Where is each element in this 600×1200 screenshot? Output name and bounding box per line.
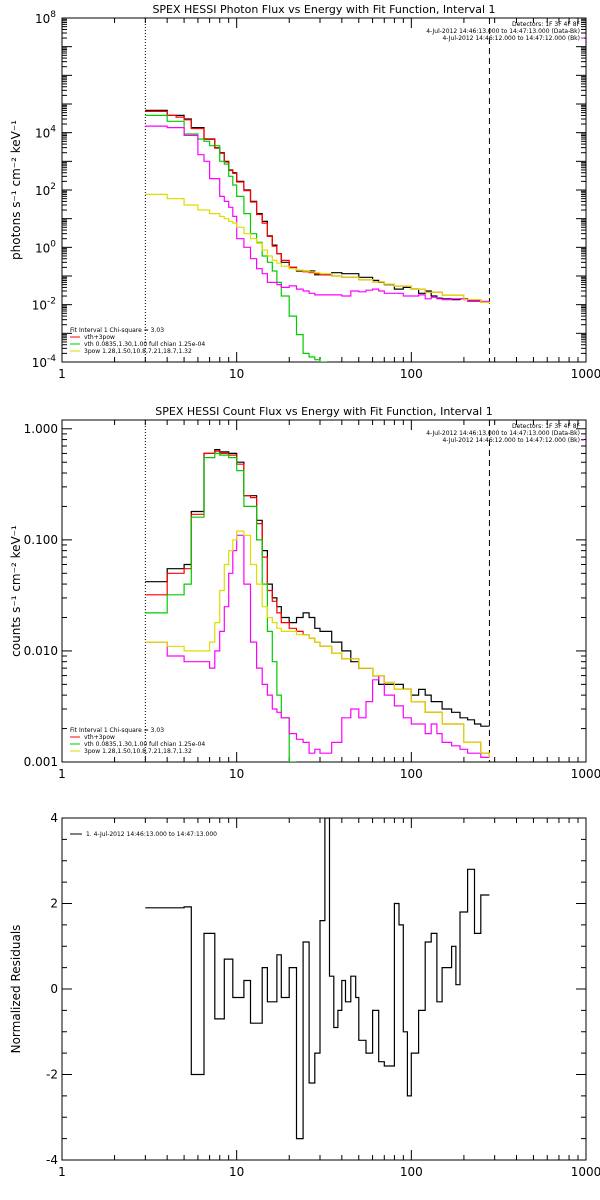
annotation-line: 4-Jul-2012 14:46:13.000 to 14:47:13.000 … <box>426 430 580 437</box>
x-axis: 1 10 100 1000 <box>58 420 600 781</box>
x-tick-label: 1 <box>58 1165 66 1179</box>
series-line-3 <box>145 452 297 762</box>
annotation-line: 4-Jul-2012 14:46:12.000 to 14:47:12.000 … <box>442 35 580 42</box>
y-tick-label: 108 <box>35 10 56 26</box>
x-axis: 1 10 100 1000 <box>58 18 600 381</box>
fit-legend-label: vth 0.0835,1.30,1.00 full chian 1.25e-04 <box>84 341 205 348</box>
y-tick-label: 100 <box>35 239 56 255</box>
y-tick-label: 0.001 <box>24 755 58 769</box>
series-line-4 <box>145 534 490 758</box>
series-line-5 <box>145 193 490 304</box>
y-tick-exponent: 0 <box>50 239 56 249</box>
y-tick-label: -4 <box>46 1153 58 1167</box>
y-tick-label: 10-4 <box>32 354 57 370</box>
y-tick-exponent: 4 <box>50 125 56 135</box>
y-tick-exponent: 8 <box>50 10 56 20</box>
plot-frame <box>61 817 587 1161</box>
series-line-5 <box>145 530 490 758</box>
annotation-line: 4-Jul-2012 14:46:12.000 to 14:47:12.000 … <box>442 437 580 444</box>
y-tick-label: -2 <box>46 1068 58 1082</box>
x-tick-label: 10 <box>229 367 244 381</box>
x-tick-label: 100 <box>400 767 423 781</box>
y-tick-base: 10 <box>35 12 50 26</box>
y-tick-label: 10-2 <box>32 297 56 313</box>
y-tick-label: 4 <box>50 811 58 825</box>
panel-1: SPEX HESSI Photon Flux vs Energy with Fi… <box>9 3 600 381</box>
series-group <box>145 109 490 362</box>
fit-legend-label: 3pow 1.28,1.50,10.8,7.21,18.7,1.32 <box>84 748 192 755</box>
x-tick-label: 1000 <box>571 767 600 781</box>
panel-3: 1 10 100 1000 -4 -2 0 2 4 Normalized Residuals 1. … <box>9 811 600 1179</box>
x-tick-label: 100 <box>400 367 423 381</box>
series-line-2 <box>145 450 490 758</box>
x-tick-label: 1 <box>58 767 66 781</box>
fit-summary: Fit Interval 1 Chi-square = 3.03 <box>70 727 164 734</box>
residual-legend: 1. 4-Jul-2012 14:46:13.000 to 14:47:13.0… <box>70 831 217 838</box>
chart-title: SPEX HESSI Count Flux vs Energy with Fit… <box>155 405 492 418</box>
fit-legend: Fit Interval 1 Chi-square = 3.03vth+3pow… <box>70 327 205 355</box>
fit-legend-label: vth+3pow <box>84 334 115 341</box>
fit-legend: Fit Interval 1 Chi-square = 3.03vth+3pow… <box>70 727 205 755</box>
series-line-1 <box>145 449 490 727</box>
y-tick-label: 102 <box>35 182 56 198</box>
interval-annotation: Detectors: 1F 3F 4F 8F4-Jul-2012 14:46:1… <box>426 21 584 42</box>
y-tick-base: 10 <box>32 299 47 313</box>
fit-legend-label: vth 0.0835,1.30,1.00 full chian 1.25e-04 <box>84 741 205 748</box>
panel-2: SPEX HESSI Count Flux vs Energy with Fit… <box>9 405 600 781</box>
annotation-line: Detectors: 1F 3F 4F 8F <box>512 21 581 28</box>
y-axis: -4 -2 0 2 4 <box>46 811 586 1167</box>
y-axis-label: counts s⁻¹ cm⁻² keV⁻¹ <box>9 525 23 657</box>
y-tick-base: 10 <box>32 356 47 370</box>
y-tick-label: 0.100 <box>24 533 58 547</box>
annotation-line: 4-Jul-2012 14:46:13.000 to 14:47:13.000 … <box>426 28 580 35</box>
y-tick-base: 10 <box>35 184 50 198</box>
y-tick-label: 1.000 <box>24 422 58 436</box>
residual-legend-label: 1. 4-Jul-2012 14:46:13.000 to 14:47:13.0… <box>86 831 217 838</box>
y-tick-label: 104 <box>35 125 56 141</box>
x-tick-label: 10 <box>229 767 244 781</box>
plot-frame <box>61 17 587 363</box>
y-tick-label: 2 <box>50 897 58 911</box>
series-line-4 <box>145 125 490 302</box>
y-tick-base: 10 <box>35 127 50 141</box>
fit-legend-label: vth+3pow <box>84 734 115 741</box>
annotation-line: Detectors: 1F 3F 4F 8F <box>512 423 581 430</box>
y-tick-label: 0.010 <box>24 644 58 658</box>
plot-frame <box>61 419 587 763</box>
interval-annotation: Detectors: 1F 3F 4F 8F4-Jul-2012 14:46:1… <box>426 423 584 444</box>
fit-summary: Fit Interval 1 Chi-square = 3.03 <box>70 327 164 334</box>
y-tick-exponent: -4 <box>47 354 56 364</box>
y-tick-exponent: -2 <box>47 297 56 307</box>
x-axis: 1 10 100 1000 <box>58 818 600 1179</box>
y-axis: 0.001 0.010 0.100 1.000 <box>24 422 586 769</box>
y-axis-label: Normalized Residuals <box>9 925 23 1054</box>
x-tick-label: 10 <box>229 1165 244 1179</box>
x-tick-label: 1000 <box>571 367 600 381</box>
x-tick-label: 100 <box>400 1165 423 1179</box>
y-tick-label: 0 <box>50 982 58 996</box>
series-group <box>145 818 490 1140</box>
series-line-1 <box>145 818 490 1140</box>
x-tick-label: 1 <box>58 367 66 381</box>
y-tick-base: 10 <box>35 241 50 255</box>
fit-legend-label: 3pow 1.28,1.50,10.8,7.21,18.7,1.32 <box>84 348 192 355</box>
y-axis-label: photons s⁻¹ cm⁻² keV⁻¹ <box>9 120 23 260</box>
chart-title: SPEX HESSI Photon Flux vs Energy with Fi… <box>152 3 495 16</box>
x-tick-label: 1000 <box>571 1165 600 1179</box>
y-tick-exponent: 2 <box>50 182 56 192</box>
series-group <box>145 449 490 762</box>
